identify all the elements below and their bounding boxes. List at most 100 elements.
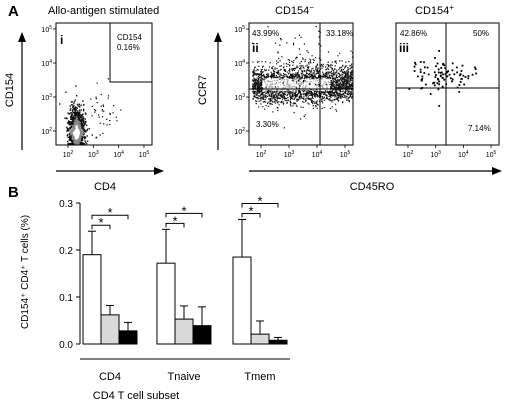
event-dot <box>329 89 331 91</box>
event-dot <box>287 81 289 83</box>
event-dot <box>304 74 306 76</box>
event-dot <box>81 136 83 138</box>
event-dot <box>312 93 314 95</box>
y-tick-label: 105 <box>234 25 245 34</box>
event-dot <box>315 82 317 84</box>
event-dot <box>294 68 296 70</box>
event-dot <box>327 51 330 53</box>
event-dot <box>305 95 307 97</box>
event-dot <box>290 102 292 104</box>
event-dot <box>73 102 75 105</box>
event-dot <box>269 80 271 82</box>
event-dot <box>268 66 270 68</box>
event-dot <box>68 129 70 132</box>
plot-ii-ylabel: CCR7 <box>197 75 209 105</box>
event-dot <box>260 94 262 96</box>
event-dot <box>273 75 275 77</box>
event-dot <box>253 82 256 84</box>
event-dot <box>289 100 291 102</box>
event-dot <box>265 92 267 94</box>
event-dot <box>330 83 332 85</box>
event-dot <box>288 92 290 94</box>
event-dot <box>347 91 349 93</box>
event-dot <box>84 138 86 140</box>
event-dot <box>264 85 266 87</box>
event-dot <box>72 128 75 130</box>
event-dot <box>259 77 261 79</box>
event-dot <box>343 75 345 77</box>
event-dot <box>292 69 294 71</box>
event-dot <box>72 126 74 128</box>
event-dot <box>330 87 332 89</box>
event-dot <box>315 105 317 107</box>
event-dot <box>285 86 287 88</box>
event-dot <box>307 73 310 75</box>
event-dot <box>270 83 272 86</box>
event-dot <box>341 80 343 82</box>
event-dot <box>315 69 317 71</box>
event-dot <box>334 89 336 91</box>
event-dot <box>74 136 77 138</box>
event-dot <box>274 79 276 81</box>
event-dot <box>82 113 84 115</box>
event-dot <box>72 122 74 124</box>
event-dot <box>335 80 337 82</box>
event-dot <box>320 93 322 95</box>
y-tick-label: 104 <box>234 59 245 68</box>
event-dot <box>280 79 282 81</box>
event-dot <box>79 137 81 140</box>
event-dot <box>256 79 258 81</box>
event-dot <box>313 84 315 86</box>
event-dot <box>322 85 324 87</box>
event-dot <box>268 93 270 95</box>
event-dot <box>316 87 318 89</box>
event-dot <box>273 78 275 80</box>
event-dot <box>339 82 342 84</box>
event-dot <box>347 97 350 99</box>
event-dot <box>305 65 307 67</box>
event-dot <box>275 91 277 93</box>
event-dot <box>262 71 264 73</box>
event-dot <box>309 80 311 82</box>
event-dot <box>256 89 258 92</box>
event-dot <box>80 122 82 125</box>
event-dot <box>321 67 323 69</box>
event-dot <box>306 82 308 85</box>
event-dot <box>260 71 262 73</box>
event-dot <box>315 80 317 82</box>
event-dot <box>289 90 291 92</box>
bar <box>118 330 138 345</box>
event-dot <box>282 94 284 96</box>
event-dot <box>341 95 343 98</box>
event-dot <box>292 62 294 64</box>
event-dot <box>258 106 260 108</box>
event-dot <box>306 75 308 77</box>
event-dot <box>107 78 109 80</box>
event-dot <box>82 126 85 128</box>
event-dot <box>284 79 287 81</box>
event-dot <box>343 87 345 89</box>
event-dot <box>257 79 259 81</box>
event-dot <box>345 71 348 73</box>
event-dot <box>321 78 323 80</box>
event-dot <box>324 82 326 84</box>
plot-ii-xlabel: CD45RO <box>350 181 395 193</box>
event-dot <box>346 85 348 87</box>
event-dot <box>281 99 283 101</box>
event-dot <box>75 117 77 119</box>
event-dot <box>304 79 306 81</box>
event-dot <box>258 84 261 86</box>
event-dot <box>421 78 424 80</box>
event-dot <box>274 83 276 85</box>
event-dot <box>349 93 351 95</box>
event-dot <box>352 52 354 54</box>
event-dot <box>80 109 82 111</box>
event-dot <box>106 124 108 126</box>
event-dot <box>267 105 269 107</box>
event-dot <box>311 79 313 81</box>
significance-star: * <box>172 213 177 228</box>
event-dot <box>328 75 330 78</box>
event-dot <box>72 135 75 137</box>
event-dot <box>269 79 271 81</box>
event-dot <box>282 86 284 88</box>
